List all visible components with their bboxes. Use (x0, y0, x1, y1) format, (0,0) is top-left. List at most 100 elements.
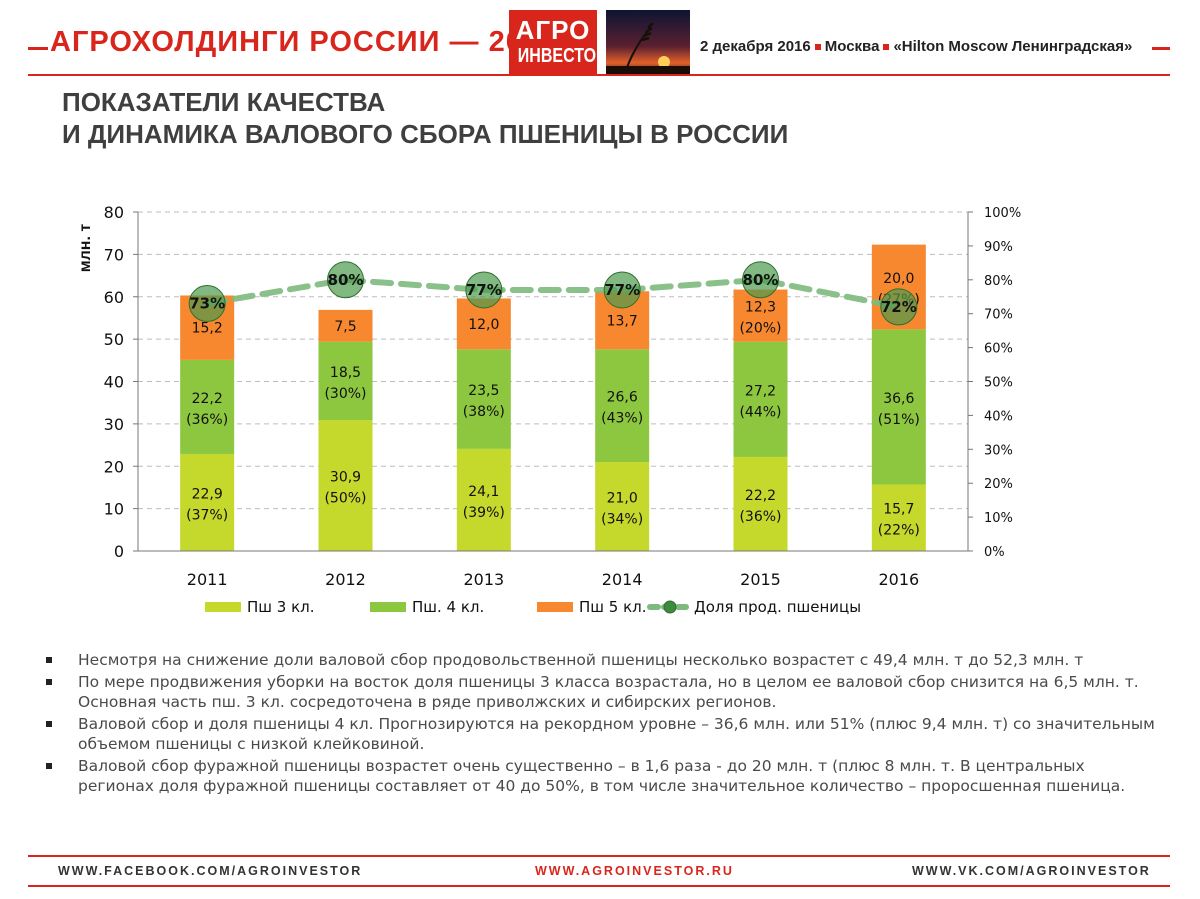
separator-square-icon (883, 44, 890, 51)
data-label: 18,5 (330, 365, 361, 381)
commentary-text: Валовой сбор фуражной пшеницы возрастет … (78, 757, 1126, 795)
y2-tick-label: 10% (984, 511, 1013, 526)
y2-tick-label: 60% (984, 342, 1013, 357)
share-point (742, 261, 779, 299)
commentary-item: По мере продвижения уборки на восток дол… (44, 672, 1164, 712)
bar-segment (871, 329, 926, 485)
legend-label: Доля прод. пшеницы (694, 598, 861, 616)
data-label: 13,7 (607, 313, 638, 329)
y-tick-label: 30 (104, 415, 124, 434)
bar-segment (456, 448, 511, 551)
footer-facebook-link[interactable]: WWW.FACEBOOK.COM/AGROINVESTOR (58, 864, 363, 878)
share-label: (51%) (878, 412, 920, 428)
y2-tick-label: 70% (984, 308, 1013, 323)
legend-swatch (370, 602, 406, 612)
x-tick-label: 2014 (602, 570, 643, 589)
y-axis-label: млн. т (77, 224, 94, 273)
bar-segment (180, 359, 235, 454)
footer-rule-top (28, 855, 1170, 857)
share-point-label: 72% (881, 298, 917, 316)
y2-tick-label: 20% (984, 477, 1013, 492)
share-label: (22%) (878, 523, 920, 539)
commentary-item: Несмотря на снижение доли валовой сбор п… (44, 650, 1164, 670)
y2-tick-label: 40% (984, 409, 1013, 424)
event-city: Москва (824, 38, 880, 55)
bullet-square-icon (46, 657, 52, 663)
y-tick-label: 0 (114, 542, 124, 561)
bar-segment (318, 309, 373, 342)
event-info: 2 декабря 2016 Москва «Hilton Moscow Ленин… (700, 38, 1132, 55)
share-point (880, 288, 918, 326)
data-label: 15,2 (192, 321, 223, 337)
y-tick-label: 20 (104, 457, 124, 476)
data-label: 22,9 (192, 486, 223, 502)
logo-line2: ИНВЕСТОР (517, 45, 607, 67)
footer-rule-bottom (28, 885, 1170, 887)
conference-title: АГРОХОЛДИНГИ РОССИИ — 2016 (50, 26, 558, 58)
share-point (327, 261, 364, 299)
data-label: 36,6 (883, 391, 914, 407)
share-label: (30%) (324, 386, 366, 402)
header-rule-left (28, 47, 48, 50)
share-label: (36%) (186, 412, 228, 428)
bar-segment (871, 484, 926, 551)
y-tick-label: 60 (104, 288, 124, 307)
data-label: 7,5 (334, 319, 356, 335)
commentary-item: Валовой сбор фуражной пшеницы возрастет … (44, 756, 1164, 796)
share-point-label: 80% (743, 271, 779, 289)
chart-grid (138, 211, 968, 510)
data-label: 26,6 (607, 390, 638, 406)
commentary-item: Валовой сбор и доля пшеницы 4 кл. Прогно… (44, 714, 1164, 754)
data-label: 12,3 (745, 300, 776, 316)
y2-tick-label: 80% (984, 274, 1013, 289)
commentary-list: Несмотря на снижение доли валовой сбор п… (44, 650, 1164, 798)
data-label: 21,0 (607, 491, 638, 507)
page-title: ПОКАЗАТЕЛИ КАЧЕСТВА И ДИНАМИКА ВАЛОВОГО … (62, 86, 788, 150)
bar-segment (456, 349, 511, 449)
x-tick-label: 2011 (187, 570, 228, 589)
x-tick-label: 2013 (463, 570, 504, 589)
legend-swatch (205, 602, 241, 612)
data-label: 27,2 (745, 383, 776, 399)
legend-marker (663, 600, 677, 614)
agroinvestor-logo: АГРО ИНВЕСТОР (509, 10, 607, 76)
y2-tick-label: 30% (984, 443, 1013, 458)
wheat-harvest-chart: 22,9 (37%) 22,2 (36%) 15,2 30,9 (50%) 18,5 (30%)… (77, 203, 1022, 616)
event-date: 2 декабря 2016 (700, 38, 811, 55)
commentary-text: По мере продвижения уборки на восток дол… (78, 673, 1139, 711)
bar-segment (595, 349, 650, 463)
footer-website-link[interactable]: WWW.AGROINVESTOR.RU (535, 864, 734, 878)
chart-axes: 0 10 20 30 40 50 60 70 80 0% 10% 20% 30% 40% 50% 60% 70%… (104, 203, 1022, 589)
bullet-square-icon (46, 679, 52, 685)
wheat-sunset-image (606, 10, 690, 76)
share-point-label: 77% (466, 281, 502, 299)
event-venue: «Hilton Moscow Ленинградская» (893, 38, 1133, 55)
share-label: (50%) (324, 491, 366, 507)
header-rule-right (1152, 47, 1170, 50)
x-tick-label: 2015 (740, 570, 781, 589)
footer-vk-link[interactable]: WWW.VK.COM/AGROINVESTOR (912, 864, 1151, 878)
share-label: (43%) (601, 411, 643, 427)
share-point-label: 73% (189, 295, 225, 313)
share-label: (39%) (463, 505, 505, 521)
commentary-text: Несмотря на снижение доли валовой сбор п… (78, 651, 1084, 669)
legend-label: Пш. 4 кл. (412, 598, 484, 616)
header-rule-bottom (28, 74, 1170, 76)
share-label: (34%) (601, 512, 643, 528)
x-tick-label: 2016 (878, 570, 919, 589)
legend-swatch (537, 602, 573, 612)
share-label: (44%) (739, 404, 781, 420)
share-point-label: 77% (604, 281, 640, 299)
share-label: (38%) (463, 404, 505, 420)
share-point (188, 285, 226, 323)
page-title-line2: И ДИНАМИКА ВАЛОВОГО СБОРА ПШЕНИЦЫ В РОСС… (62, 119, 789, 149)
bullet-square-icon (46, 721, 52, 727)
share-label: (36%) (739, 509, 781, 525)
bar-segment (733, 341, 788, 457)
y-tick-label: 50 (104, 330, 124, 349)
bar-segment (318, 341, 373, 421)
commentary-text: Валовой сбор и доля пшеницы 4 кл. Прогно… (78, 715, 1155, 753)
bar-segment (180, 453, 235, 551)
y2-tick-label: 0% (984, 545, 1005, 560)
share-line (204, 276, 902, 310)
